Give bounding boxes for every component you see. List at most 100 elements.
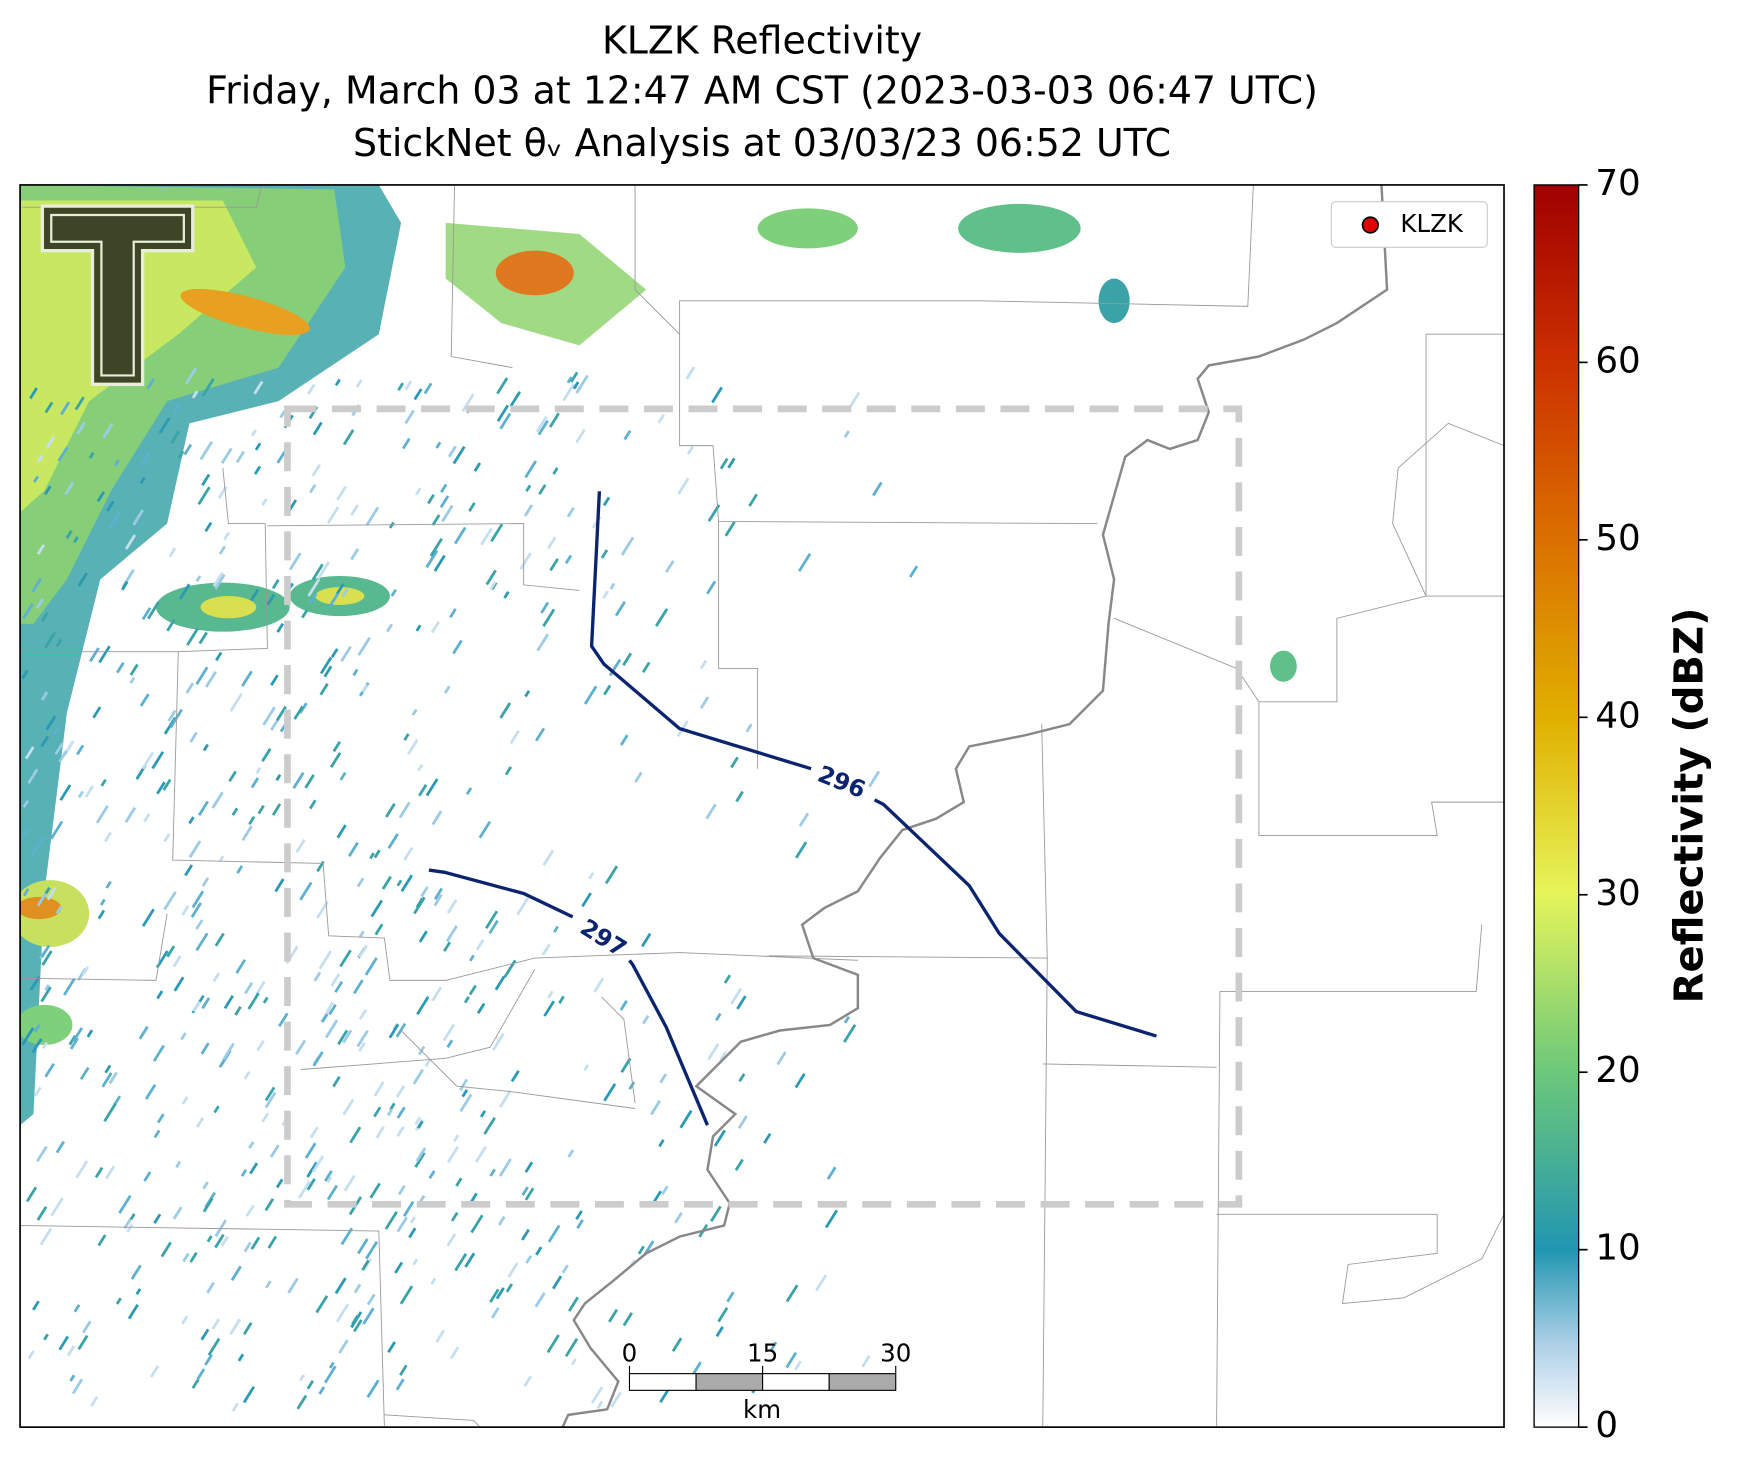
echo-speck (32, 1300, 40, 1311)
echo-speck (516, 897, 530, 916)
echo-speck (452, 1134, 460, 1143)
echo-speck (403, 846, 414, 861)
echo-speck (36, 544, 45, 555)
echo-speck (328, 1361, 335, 1369)
echo-speck (250, 1236, 261, 1250)
echo-speck (370, 899, 383, 918)
logo (40, 204, 195, 387)
echo-speck (861, 1354, 871, 1368)
echo-speck (328, 1003, 337, 1016)
echo-speck (36, 1145, 48, 1163)
echo-speck (628, 1081, 636, 1090)
echo-speck (735, 790, 744, 803)
echo-speck (507, 1262, 519, 1278)
echo-speck (301, 609, 309, 619)
echo-speck (312, 1051, 324, 1067)
echo-speck (323, 1365, 337, 1384)
echo-speck (386, 623, 394, 633)
echo-speck (562, 383, 575, 402)
echo-speck (172, 955, 182, 968)
echo-speck (204, 1353, 213, 1366)
echo-speck (129, 676, 136, 684)
echo-speck (265, 1280, 272, 1289)
echo-speck (707, 1043, 720, 1061)
echo-speck (464, 1252, 476, 1268)
echo-speck (396, 1216, 408, 1233)
echo-speck (474, 1146, 487, 1163)
echo-speck (470, 1214, 484, 1234)
echo-speck (138, 1025, 149, 1040)
echo-speck (473, 462, 482, 472)
echo-speck (433, 887, 443, 900)
echo-speck (430, 620, 440, 634)
echo-speck (287, 1277, 299, 1294)
echo-speck (65, 530, 73, 540)
echo-speck (430, 1277, 437, 1285)
echo-speck (158, 417, 171, 434)
echo-speck (103, 1102, 117, 1122)
echo-speck (195, 932, 209, 952)
echo-speck (248, 815, 256, 826)
echo-speck (105, 880, 112, 889)
echo-speck (339, 771, 347, 781)
echo-speck (412, 1258, 419, 1266)
echo-speck (55, 638, 63, 648)
echo-speck (404, 409, 415, 425)
echo-speck (351, 1314, 359, 1325)
echo-speck (534, 1292, 546, 1308)
echo-speck (548, 412, 560, 428)
echo-speck (33, 1086, 42, 1097)
echo-speck (499, 412, 512, 430)
echo-speck (525, 1255, 533, 1264)
echo-speck (468, 984, 477, 996)
scale-tick-label: 30 (880, 1338, 911, 1367)
echo-speck (622, 1312, 633, 1327)
echo-speck (375, 1125, 385, 1139)
echo-speck (620, 734, 629, 746)
echo-speck (256, 1040, 265, 1052)
echo-speck (334, 981, 344, 993)
echo-speck (240, 1169, 248, 1177)
echo-speck (244, 982, 254, 995)
subtitle: Friday, March 03 at 12:47 AM CST (2023-0… (206, 69, 1318, 113)
echo-speck (40, 986, 52, 1003)
echo-speck (146, 378, 155, 390)
echo-speck (711, 386, 723, 404)
echo-speck (692, 1361, 702, 1375)
echo-speck (415, 1147, 427, 1162)
echo-speck (71, 1378, 84, 1395)
echo-speck (77, 572, 88, 587)
echo-speck (73, 536, 79, 544)
echo-speck (609, 582, 616, 590)
echo-speck (441, 504, 454, 523)
echo-speck (330, 648, 339, 658)
echo-speck (275, 1178, 284, 1189)
echo-speck (229, 1318, 242, 1336)
echo-speck (665, 560, 675, 573)
echo-speck (523, 504, 534, 517)
echo-speck (523, 1375, 532, 1388)
echo-speck (318, 950, 333, 970)
echo-speck (321, 1013, 329, 1023)
echo-speck (763, 1132, 772, 1144)
echo-speck (659, 1073, 668, 1084)
echo-speck (167, 709, 177, 722)
echo-speck (411, 708, 418, 716)
echo-speck (521, 1228, 530, 1241)
echo-speck (166, 619, 176, 632)
echo-speck (600, 549, 609, 559)
echo-speck (152, 1044, 165, 1062)
echo-speck (564, 554, 573, 565)
echo-speck (569, 371, 579, 383)
echo-speck (41, 950, 53, 966)
echo-speck (409, 1216, 416, 1224)
echo-speck (68, 1034, 77, 1046)
echo-speck (201, 378, 215, 397)
contour-label: 296 (814, 760, 870, 804)
echo-speck (191, 390, 199, 399)
echo-speck (641, 932, 652, 948)
echo-speck (231, 1402, 240, 1412)
scale-tick-label: 15 (747, 1338, 778, 1367)
echo-speck (727, 457, 736, 469)
echo-speck (143, 1171, 152, 1182)
